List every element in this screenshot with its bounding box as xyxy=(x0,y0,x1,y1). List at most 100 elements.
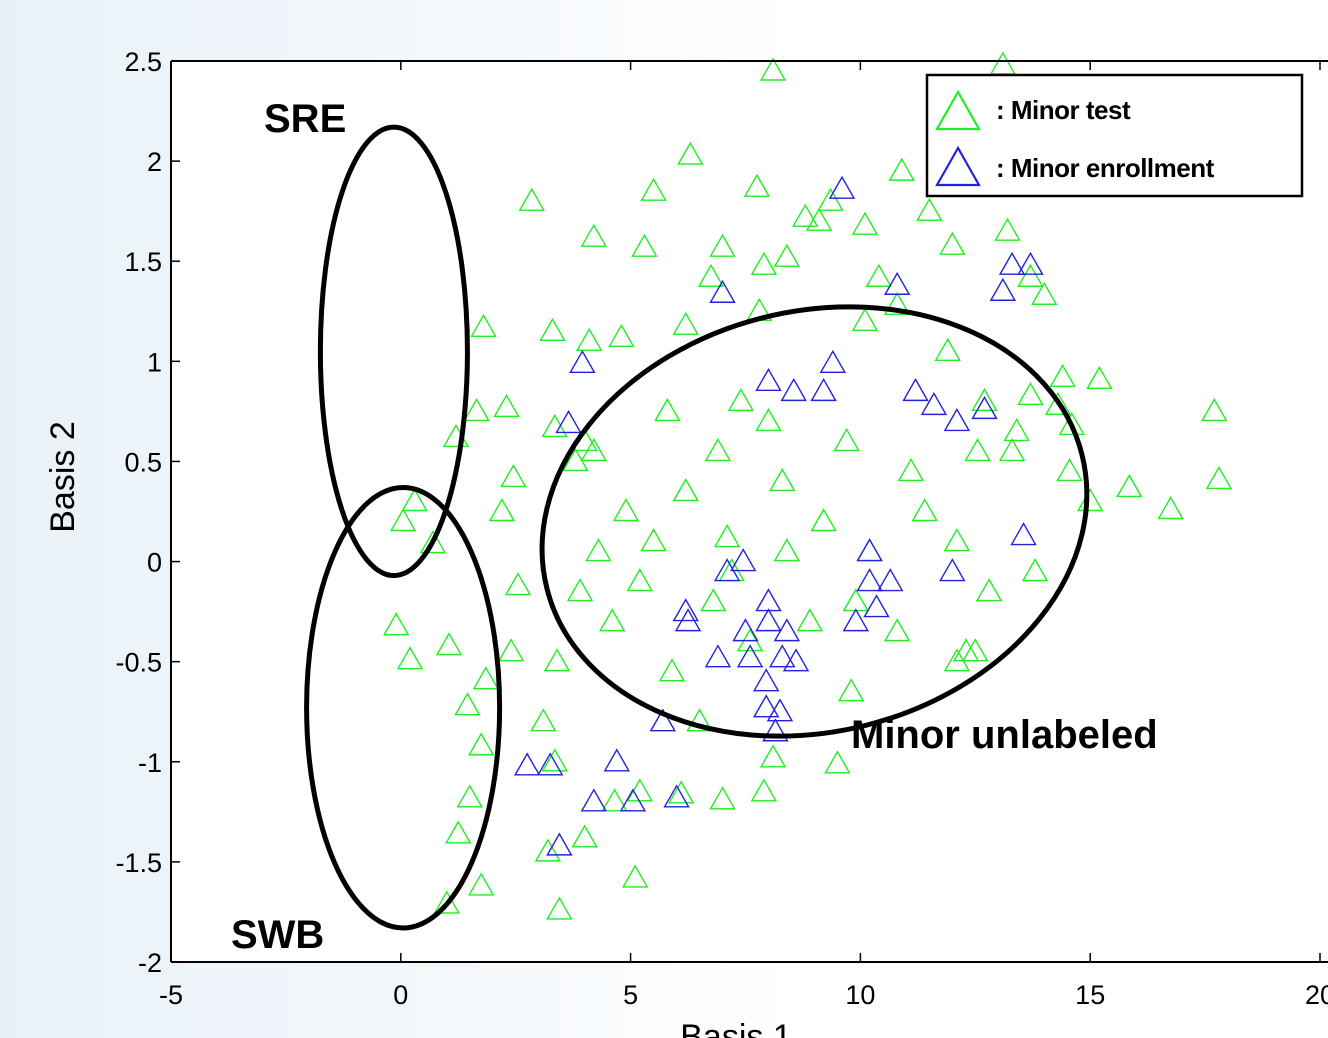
point-minor-test xyxy=(727,387,755,412)
point-minor-test xyxy=(1205,466,1233,490)
point-minor-test xyxy=(445,820,472,844)
y-tick-label: -1 xyxy=(138,748,162,778)
point-minor-enrollment xyxy=(752,668,780,692)
point-minor-test xyxy=(571,824,598,848)
point-minor-test xyxy=(456,784,483,808)
point-minor-enrollment xyxy=(755,588,782,612)
point-minor-test xyxy=(769,468,796,492)
point-minor-test xyxy=(677,141,704,165)
x-tick-label: 10 xyxy=(845,980,875,1010)
point-minor-test xyxy=(518,187,545,211)
point-minor-enrollment xyxy=(672,598,699,622)
point-minor-enrollment xyxy=(998,251,1026,275)
annotation-swb: SWB xyxy=(231,913,324,957)
y-axis-title: Basis 2 xyxy=(44,421,82,533)
legend-marker-minor-test-icon xyxy=(935,89,981,131)
point-minor-test xyxy=(1031,281,1058,305)
point-minor-test xyxy=(704,438,732,462)
point-minor-test xyxy=(1049,363,1076,388)
x-tick-label: 5 xyxy=(623,980,638,1010)
y-tick-label: 1 xyxy=(147,347,162,377)
point-minor-test xyxy=(964,438,991,462)
tick-layer: -5 0 5 10 15 20 -2 -1.5 -1 -0.5 0 0.5 1 1.5 2 2.5 xyxy=(115,47,1328,1010)
y-tick-label: 2 xyxy=(147,147,162,177)
point-minor-test xyxy=(883,291,911,315)
point-minor-enrollment xyxy=(732,618,759,642)
point-minor-test xyxy=(539,317,566,341)
point-minor-test xyxy=(534,838,562,862)
point-minor-enrollment xyxy=(752,694,780,718)
point-minor-enrollment xyxy=(971,395,998,420)
point-minor-test xyxy=(543,648,571,672)
point-minor-test xyxy=(1058,411,1086,436)
point-minor-test xyxy=(1157,496,1184,520)
point-minor-test xyxy=(888,157,915,181)
point-minor-enrollment xyxy=(819,349,847,374)
point-minor-test xyxy=(580,223,608,247)
x-tick-label: -5 xyxy=(159,980,183,1010)
point-minor-test xyxy=(612,498,640,522)
point-minor-test xyxy=(824,750,851,774)
point-minor-enrollment xyxy=(810,377,837,402)
point-minor-test xyxy=(433,890,460,914)
point-minor-test xyxy=(883,618,911,642)
point-minor-enrollment xyxy=(883,271,911,295)
point-minor-test xyxy=(626,568,653,592)
point-minor-test xyxy=(796,608,824,632)
point-minor-test xyxy=(939,231,966,255)
point-minor-test xyxy=(654,397,681,422)
point-minor-enrollment xyxy=(713,558,741,582)
point-minor-test xyxy=(833,428,860,452)
point-minor-test xyxy=(468,732,495,756)
point-minor-test xyxy=(943,528,971,552)
point-minor-test xyxy=(566,578,594,602)
ellipse-minor-unlabeled xyxy=(539,304,1090,739)
point-minor-test xyxy=(497,638,525,662)
point-minor-test xyxy=(435,632,463,656)
legend-marker-minor-enrollment-icon xyxy=(935,145,981,187)
point-minor-enrollment xyxy=(755,367,782,392)
point-minor-test xyxy=(1201,397,1228,422)
point-minor-test xyxy=(470,313,497,337)
legend-box xyxy=(925,73,1304,198)
point-minor-test xyxy=(463,397,490,422)
point-minor-enrollment xyxy=(709,279,736,303)
point-minor-enrollment xyxy=(603,748,631,772)
point-minor-enrollment xyxy=(828,175,856,199)
point-minor-test xyxy=(667,780,695,804)
point-minor-test xyxy=(401,488,428,512)
point-minor-test xyxy=(792,203,819,227)
point-minor-test xyxy=(658,658,686,682)
point-minor-test xyxy=(541,748,568,772)
point-minor-test xyxy=(640,177,667,201)
point-minor-test xyxy=(1021,558,1049,582)
y-tick-label: 2.5 xyxy=(124,47,162,77)
point-minor-test xyxy=(1044,391,1072,416)
point-minor-enrollment xyxy=(782,648,810,672)
point-minor-enrollment xyxy=(769,644,796,668)
ellipse-layer xyxy=(304,124,1090,931)
point-minor-test xyxy=(608,323,635,348)
point-minor-test xyxy=(672,478,699,502)
point-minor-enrollment xyxy=(863,594,890,618)
point-minor-test xyxy=(419,530,447,554)
point-minor-test xyxy=(493,393,520,418)
legend: : Minor test : Minor enrollment xyxy=(925,73,1304,198)
point-minor-test xyxy=(709,233,736,257)
point-minor-enrollment xyxy=(762,718,789,742)
ellipse-swb xyxy=(304,484,503,931)
point-minor-test xyxy=(838,678,865,702)
point-minor-enrollment xyxy=(619,788,647,812)
point-minor-test xyxy=(1086,365,1113,390)
point-minor-enrollment xyxy=(555,409,582,434)
point-minor-test xyxy=(621,864,649,888)
y-tick-label: -0.5 xyxy=(115,648,162,678)
point-minor-enrollment xyxy=(704,644,732,668)
point-minor-enrollment xyxy=(649,708,676,732)
point-minor-test xyxy=(773,538,801,562)
point-minor-test xyxy=(750,251,778,275)
y-tick-label: 0.5 xyxy=(124,447,162,477)
point-minor-test xyxy=(865,263,892,287)
point-minor-test xyxy=(897,458,925,482)
point-minor-test xyxy=(1003,418,1030,442)
